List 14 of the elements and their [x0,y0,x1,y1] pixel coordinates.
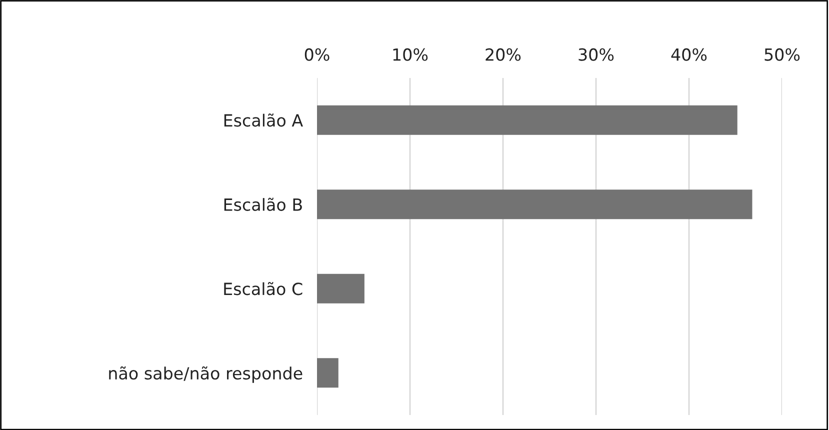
bar [317,105,738,135]
x-tick-label: 40% [671,48,707,61]
y-tick-label: Escalão C [224,282,302,296]
x-tick-label: 20% [486,48,521,61]
y-tick-label: não sabe/não responde [109,366,302,383]
x-tick-label: 30% [578,48,614,61]
y-tick-label: Escalão B [224,198,302,211]
bar [317,274,364,304]
x-tick-label: 10% [393,48,428,61]
y-tick-label: Escalão A [224,114,303,127]
bar [317,358,338,388]
x-tick-label: 50% [764,48,800,61]
x-tick-label: 0% [304,48,330,61]
bar [317,190,752,220]
